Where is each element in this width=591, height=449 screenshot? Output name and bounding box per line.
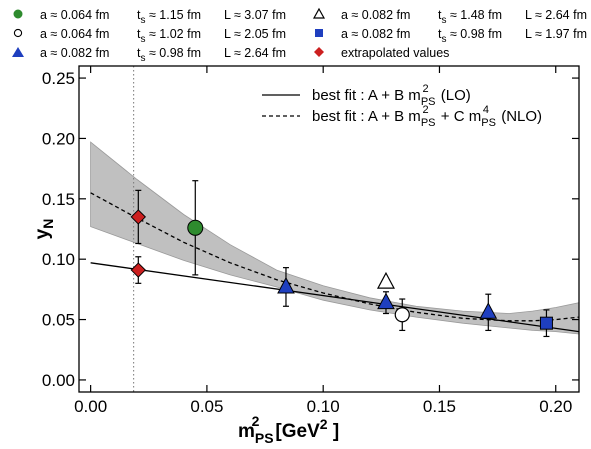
legend-extrapolated: extrapolated values: [341, 46, 449, 60]
x-tick-label-1: 0.05: [190, 397, 223, 416]
y-tick-label-3: 0.15: [42, 190, 75, 209]
x-tick-label-2: 0.10: [307, 397, 340, 416]
legend-marker-open-circle: [13, 28, 23, 38]
data-point-triangle-filled-0: [277, 276, 295, 294]
legend-ts-4: ts ≈ 0.98 fm: [137, 46, 201, 64]
data-point-diamond-filled-0: [130, 209, 147, 225]
legend-marker-blue-square: [315, 29, 323, 37]
nlo-error-band: [90, 141, 579, 335]
legend-ts-3: ts ≈ 0.98 fm: [438, 27, 502, 45]
x-tick-label-0: 0.00: [74, 397, 107, 416]
lo-fit-line: [90, 262, 579, 333]
legend-l-0: L ≈ 3.07 fm: [224, 8, 286, 22]
y-tick-label-2: 0.10: [42, 250, 75, 269]
data-point-circle-open-0: [394, 307, 410, 323]
y-axis-label: yN: [32, 219, 56, 240]
legend-marker-blue-triangle: [12, 47, 24, 57]
x-tick-label-3: 0.15: [423, 397, 456, 416]
legend-marker-open-triangle: [312, 7, 326, 19]
legend-ts-2: ts ≈ 1.02 fm: [137, 27, 201, 45]
y-tick-label-1: 0.05: [42, 311, 75, 330]
axis-ticks: 0.00 0.05 0.10 0.15 0.20 0.00 0.05 0.10 0.15 0.20…: [42, 66, 579, 416]
legend-marker-red-diamond: [314, 47, 324, 57]
y-tick-label-4: 0.20: [42, 129, 75, 148]
legend: a ≈ 0.064 fm ts ≈ 1.15 fm L ≈ 3.07 fm a …: [12, 7, 587, 64]
legend-l-3: L ≈ 1.97 fm: [525, 27, 587, 41]
x-tick-label-4: 0.20: [539, 397, 572, 416]
data-point-triangle-open-0: [376, 271, 395, 289]
legend-ts-1: ts ≈ 1.48 fm: [438, 8, 502, 26]
legend-entry-2: a ≈ 0.064 fm ts ≈ 1.02 fm L ≈ 2.05 fm: [13, 27, 286, 45]
legend-a-0: a ≈ 0.064 fm: [40, 8, 109, 22]
y-tick-label-5: 0.25: [42, 69, 75, 88]
data-point-diamond-filled-1: [130, 262, 147, 278]
fit-legend-lo: best fit : A + B mPS2 (LO): [312, 83, 471, 108]
x-axis-label: mPS2 [GeV2 ]: [238, 413, 339, 446]
legend-entry-5: extrapolated values: [314, 46, 449, 60]
legend-a-4: a ≈ 0.082 fm: [40, 46, 109, 60]
legend-ts-0: ts ≈ 1.15 fm: [137, 8, 201, 26]
plot-area: 0.00 0.05 0.10 0.15 0.20 0.00 0.05 0.10 0.15 0.20…: [42, 65, 580, 416]
legend-a-1: a ≈ 0.082 fm: [341, 8, 410, 22]
legend-marker-green-circle: [13, 9, 23, 19]
data-point-square-filled-0: [539, 316, 553, 330]
legend-a-2: a ≈ 0.064 fm: [40, 27, 109, 41]
data-point-triangle-filled-1: [377, 292, 395, 310]
nlo-fit-line: [90, 192, 579, 322]
data-point-triangle-filled-2: [479, 302, 498, 319]
legend-entry-4: a ≈ 0.082 fm ts ≈ 0.98 fm L ≈ 2.64 fm: [12, 46, 286, 64]
data-points: [130, 180, 553, 338]
legend-l-4: L ≈ 2.64 fm: [224, 46, 286, 60]
legend-l-2: L ≈ 2.05 fm: [224, 27, 286, 41]
fit-legend-nlo: best fit : A + B mPS2 + C mPS4 (NLO): [312, 104, 542, 129]
fit-legend: best fit : A + B mPS2 (LO) best fit : A …: [262, 83, 542, 129]
legend-entry-3: a ≈ 0.082 fm ts ≈ 0.98 fm L ≈ 1.97 fm: [315, 27, 587, 45]
legend-a-3: a ≈ 0.082 fm: [341, 27, 410, 41]
legend-l-1: L ≈ 2.64 fm: [525, 8, 587, 22]
plot-frame: [78, 65, 580, 393]
y-tick-label-0: 0.00: [42, 371, 75, 390]
legend-entry-0: a ≈ 0.064 fm ts ≈ 1.15 fm L ≈ 3.07 fm: [13, 8, 286, 26]
data-point-circle-filled-0: [187, 219, 204, 236]
legend-entry-1: a ≈ 0.082 fm ts ≈ 1.48 fm L ≈ 2.64 fm: [312, 7, 587, 26]
